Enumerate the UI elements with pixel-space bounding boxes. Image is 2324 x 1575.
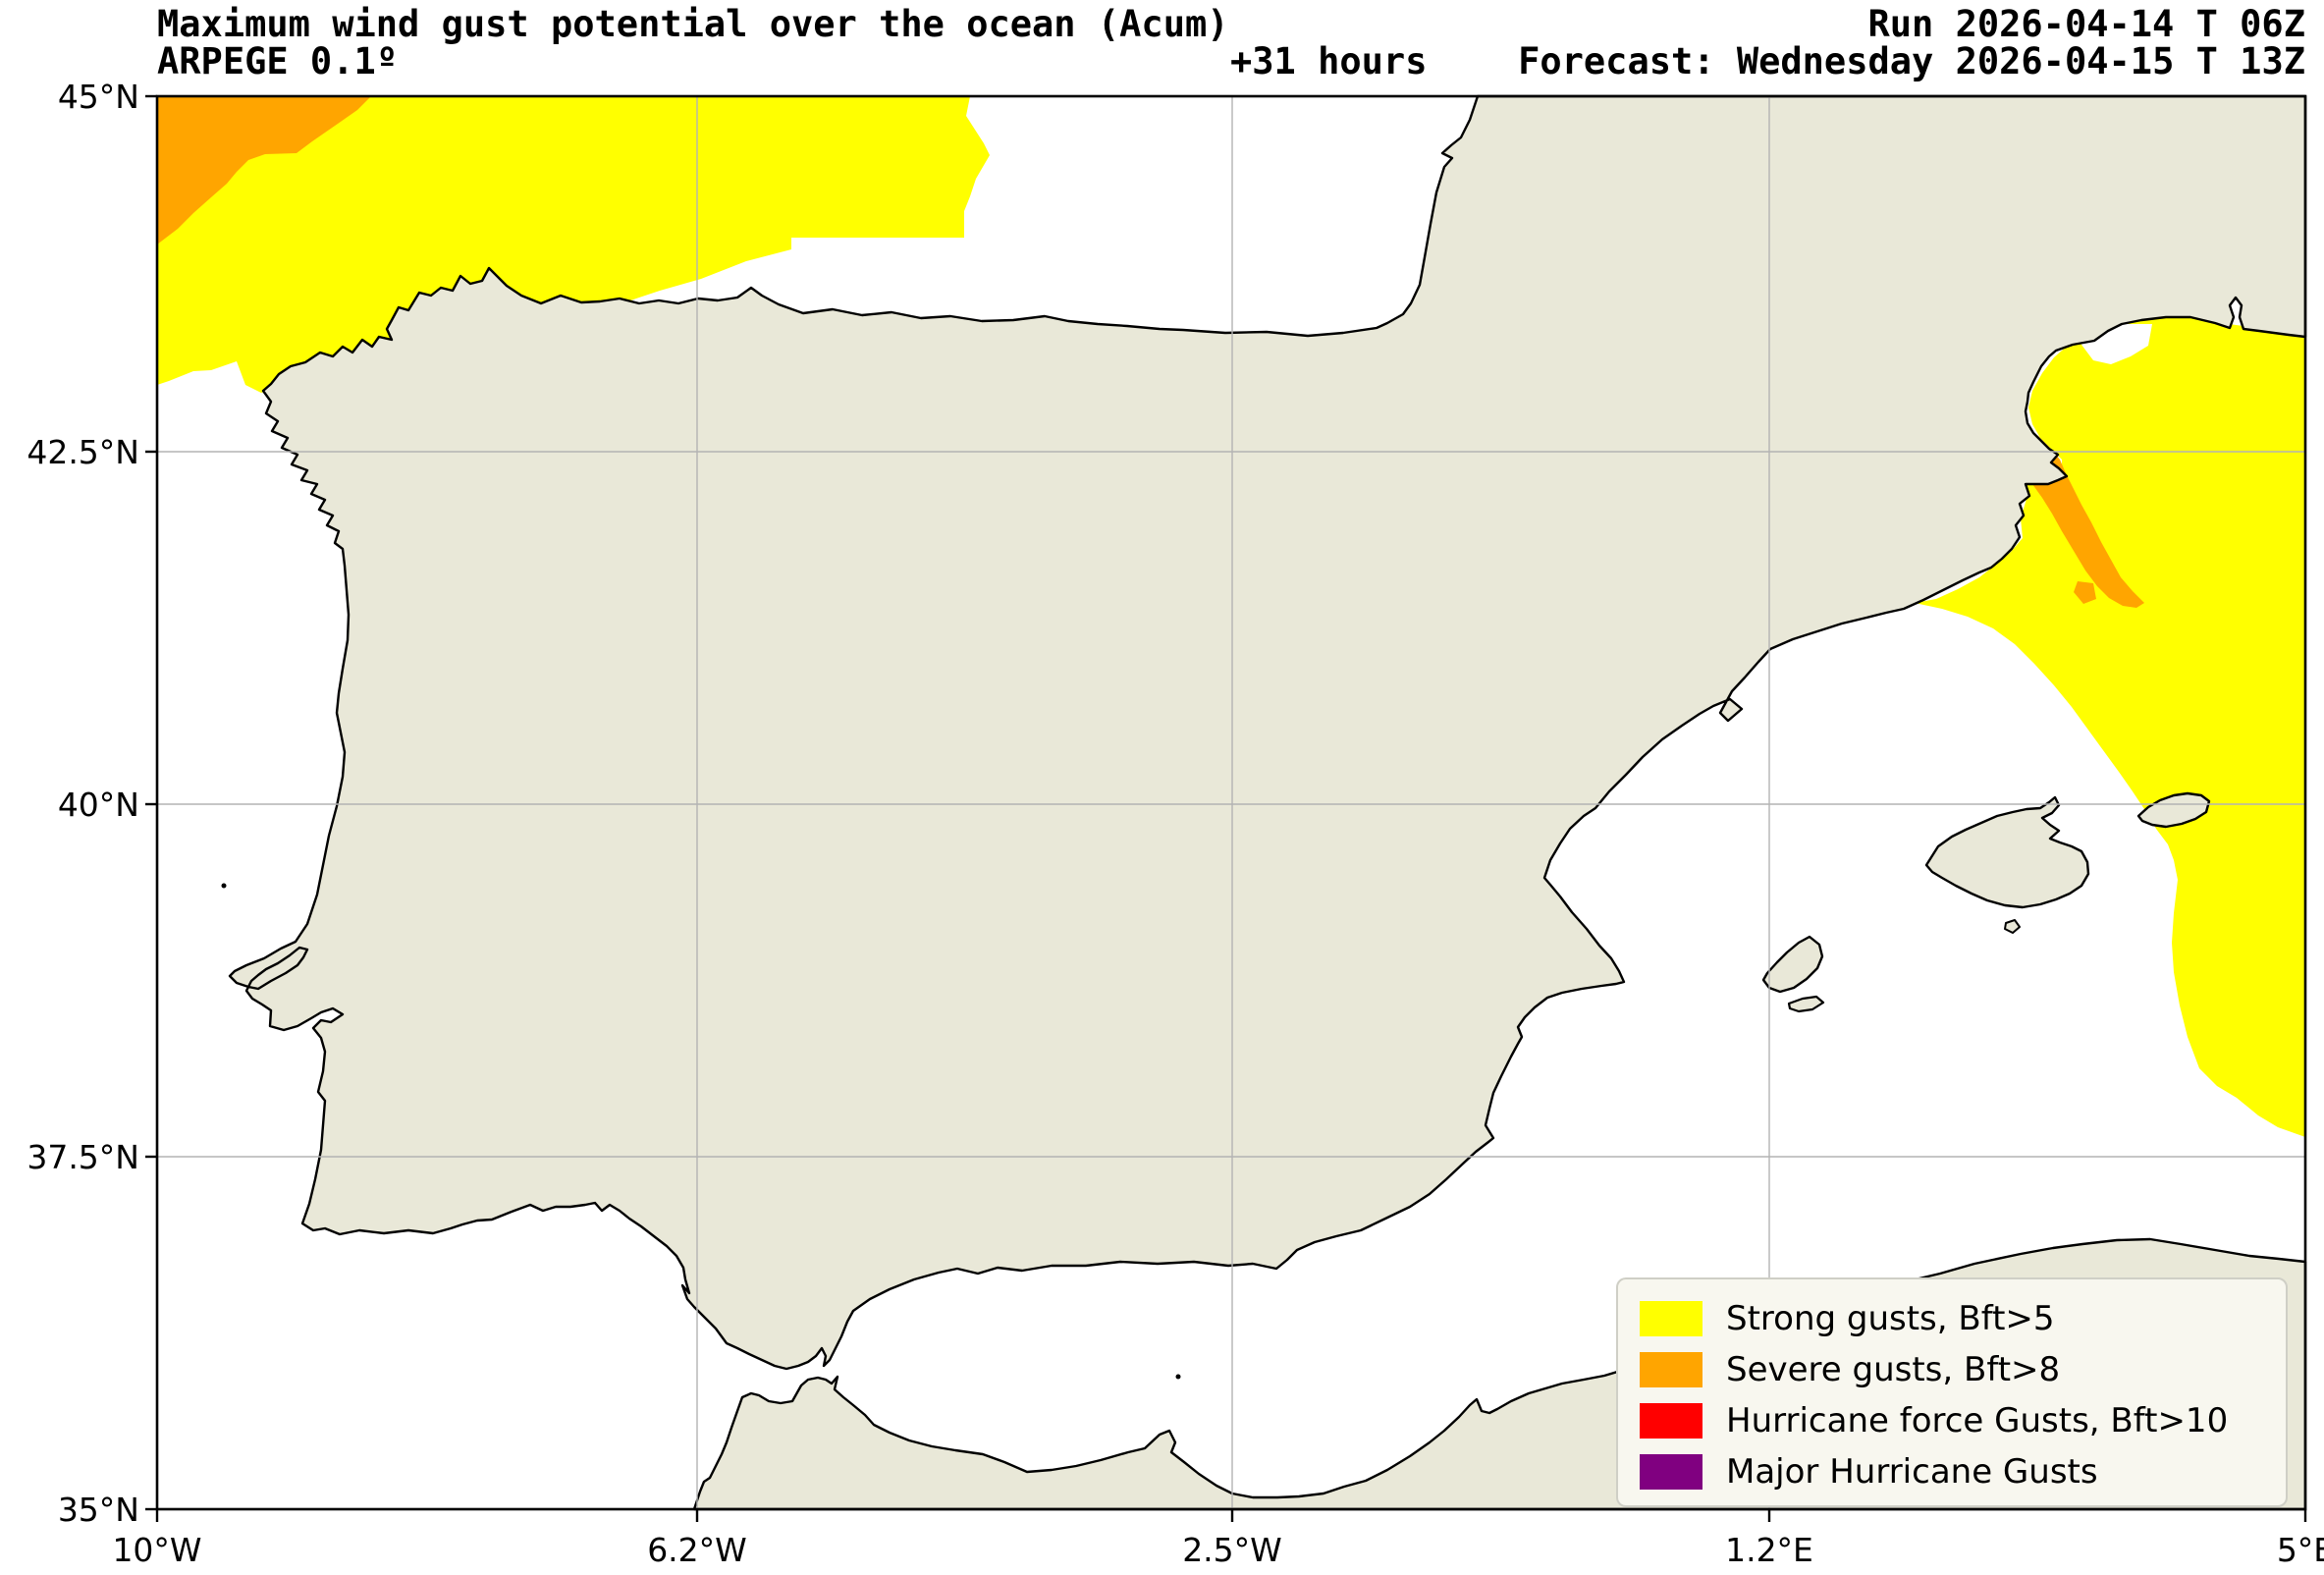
- islet-berlengas: [221, 883, 227, 889]
- model-subtitle: ARPEGE 0.1º: [157, 40, 399, 82]
- severe-gusts-label: Severe gusts, Bft>8: [1726, 1350, 2061, 1389]
- run-datetime: Run 2026-04-14 T 06Z: [1867, 3, 2305, 45]
- lat-tick-35n: 35°N: [58, 1491, 139, 1529]
- landmass-iberia-france: [228, 94, 2307, 1371]
- lat-tick-42-5n: 42.5°N: [27, 433, 139, 471]
- gust-region-severe-small-blob: [2074, 581, 2096, 604]
- lat-tick-40n: 40°N: [58, 786, 139, 824]
- strong-gusts-swatch: [1640, 1301, 1702, 1336]
- lon-tick-10w: 10°W: [112, 1531, 201, 1569]
- islet-alboran: [1175, 1374, 1181, 1380]
- major-hurricane-gusts-label: Major Hurricane Gusts: [1726, 1452, 2098, 1492]
- lon-tick-5e: 5°E: [2277, 1531, 2324, 1569]
- lon-tick-2-5w: 2.5°W: [1182, 1531, 1282, 1569]
- island-menorca: [2136, 791, 2211, 829]
- major-hurricane-gusts-swatch: [1640, 1454, 1702, 1490]
- hurricane-gusts-swatch: [1640, 1403, 1702, 1439]
- island-cabrera: [2004, 919, 2021, 934]
- island-ibiza: [1761, 935, 1824, 994]
- legend: Strong gusts, Bft>5 Severe gusts, Bft>8 …: [1616, 1277, 2288, 1507]
- island-formentera: [1787, 995, 1825, 1013]
- lon-tick-6-2w: 6.2°W: [647, 1531, 747, 1569]
- tick-marks: [145, 94, 2307, 1522]
- legend-item-major-hurricane-gusts: Major Hurricane Gusts: [1640, 1446, 2286, 1497]
- lon-tick-1-2e: 1.2°E: [1725, 1531, 1813, 1569]
- hurricane-gusts-label: Hurricane force Gusts, Bft>10: [1726, 1401, 2229, 1440]
- forecast-datetime: Forecast: Wednesday 2026-04-15 T 13Z: [1518, 40, 2305, 82]
- lead-time: +31 hours: [1230, 40, 1428, 82]
- graticule: [157, 96, 2305, 1509]
- lat-tick-45n: 45°N: [58, 78, 139, 116]
- gust-region-strong-atlantic: [157, 96, 990, 393]
- lat-tick-37-5n: 37.5°N: [27, 1138, 139, 1176]
- legend-item-hurricane-gusts: Hurricane force Gusts, Bft>10: [1640, 1395, 2286, 1446]
- island-mallorca: [1924, 795, 2090, 909]
- gust-region-strong-mediterranean: [1915, 312, 2305, 1137]
- map-title: Maximum wind gust potential over the oce…: [157, 3, 1229, 45]
- legend-item-severe-gusts: Severe gusts, Bft>8: [1640, 1344, 2286, 1395]
- severe-gusts-swatch: [1640, 1352, 1702, 1387]
- legend-item-strong-gusts: Strong gusts, Bft>5: [1640, 1293, 2286, 1344]
- gust-region-severe-nw-corner: [157, 96, 371, 244]
- strong-gusts-label: Strong gusts, Bft>5: [1726, 1299, 2055, 1338]
